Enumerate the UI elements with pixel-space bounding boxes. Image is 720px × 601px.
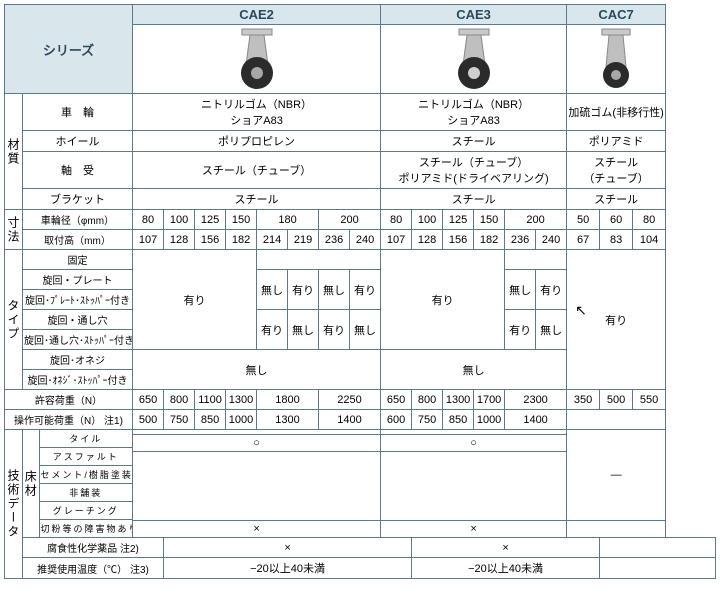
- wheel-cac7: 加硫ゴム(非移行性): [567, 94, 666, 131]
- bracket-cac7: スチール: [567, 189, 666, 210]
- row-swivel-screw-label: 旋回･オネジ: [23, 350, 133, 370]
- cac7-ari-block: ↖ 有り: [567, 250, 666, 390]
- row-bearing-label: 軸 受: [23, 152, 133, 189]
- wheelcore-cac7: ポリアミド: [567, 131, 666, 152]
- caster-image-cae2: [133, 25, 381, 94]
- row-swivel-plate-stopper-label: 旋回･ﾌﾟﾚｰﾄ･ｽﾄｯﾊﾟｰ付き: [23, 290, 133, 310]
- floor-label-text: 床材: [23, 430, 39, 537]
- floor-label: 床材タイルアスファルトセメント/樹脂塗装非舗装グレーチング切粉等の障害物あり: [23, 430, 133, 538]
- cat-tech: 技術データ: [5, 430, 23, 579]
- row-diameter-label: 車輪径（φmm）: [23, 210, 133, 230]
- cat-type: タイプ: [5, 250, 23, 390]
- cat-material: 材質: [5, 94, 23, 210]
- row-fixed-label: 固定: [23, 250, 133, 270]
- row-load-label: 許容荷重（N）: [5, 390, 133, 410]
- bracket-cae2: スチール: [133, 189, 381, 210]
- row-swivel-screw-stopper-label: 旋回･ｵﾈｼﾞ･ｽﾄｯﾊﾟｰ付き: [23, 370, 133, 390]
- bearing-cae2: スチール（チューブ）: [133, 152, 381, 189]
- floor-row-label: セメント/樹脂塗装: [39, 466, 132, 484]
- cae2-corrosive-ng: ×: [164, 538, 412, 558]
- row-oload-label: 操作可能荷重（N） 注1): [5, 410, 133, 430]
- row-wheelcore-label: ホイール: [23, 131, 133, 152]
- floor-row-label: 切粉等の障害物あり: [39, 520, 132, 538]
- cae2-screw-none: 無し: [133, 350, 381, 390]
- cae2-cement-ok: ○: [133, 435, 381, 452]
- row-corrosive-label: 腐食性化学薬品 注2): [23, 538, 164, 558]
- cae2-temp: −20以上40未満: [164, 558, 412, 579]
- header-row: シリーズ CAE2 CAE3 CAC7: [5, 5, 716, 25]
- cae3-temp: −20以上40未満: [412, 558, 600, 579]
- row-height-label: 取付高（mm）: [23, 230, 133, 250]
- cae3-cement-ok: ○: [381, 435, 567, 452]
- wheel-cae3: ニトリルゴム（NBR）ショアA83: [381, 94, 567, 131]
- series-cae2: CAE2: [133, 5, 381, 25]
- row-bracket-label: ブラケット: [23, 189, 133, 210]
- wheelcore-cae3: スチール: [381, 131, 567, 152]
- floor-row-label: タイル: [39, 430, 132, 448]
- cae3-screw-none: 無し: [381, 350, 567, 390]
- cat-dimension: 寸法: [5, 210, 23, 250]
- row-temp-label: 推奨使用温度（℃） 注3): [23, 558, 164, 579]
- cae2-chips-ng: ×: [133, 521, 381, 538]
- series-cac7: CAC7: [567, 5, 666, 25]
- caster-spec-table: シリーズ CAE2 CAE3 CAC7 材質 車 輪 ニトリルゴム（NBR）ショ…: [4, 4, 716, 579]
- floor-row-label: 非舗装: [39, 484, 132, 502]
- bearing-cae3: スチール（チューブ）ポリアミド(ドライベアリング): [381, 152, 567, 189]
- row-wheel-label: 車 輪: [23, 94, 133, 131]
- caster-image-cae3: [381, 25, 567, 94]
- row-swivel-hole-label: 旋回・通し穴: [23, 310, 133, 330]
- row-swivel-hole-stopper-label: 旋回･通し穴･ｽﾄｯﾊﾟｰ付き: [23, 330, 133, 350]
- bracket-cae3: スチール: [381, 189, 567, 210]
- cae3-corrosive-ng: ×: [412, 538, 600, 558]
- wheelcore-cae2: ポリプロピレン: [133, 131, 381, 152]
- cae2-ari-block: 有り: [133, 250, 257, 350]
- caster-image-cac7: [567, 25, 666, 94]
- cae3-ari-block: 有り: [381, 250, 505, 350]
- cac7-floor-dash: —: [567, 430, 666, 521]
- floor-row-label: グレーチング: [39, 502, 132, 520]
- bearing-cac7: スチール（チューブ）: [567, 152, 666, 189]
- series-label: シリーズ: [5, 5, 133, 94]
- floor-row-label: アスファルト: [39, 448, 132, 466]
- cae3-chips-ng: ×: [381, 521, 567, 538]
- cursor-icon: ↖: [575, 302, 587, 319]
- wheel-cae2: ニトリルゴム（NBR）ショアA83: [133, 94, 381, 131]
- series-cae3: CAE3: [381, 5, 567, 25]
- row-swivel-plate-label: 旋回・プレート: [23, 270, 133, 290]
